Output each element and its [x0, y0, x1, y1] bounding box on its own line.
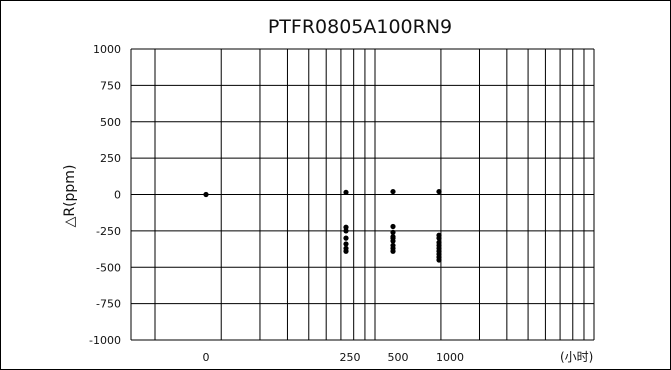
- y-tick-label: 0: [114, 189, 121, 202]
- x-tick-label: 0: [203, 351, 210, 364]
- grid-lines: [130, 48, 595, 341]
- y-tick-label: 500: [100, 116, 121, 129]
- data-point: [343, 228, 349, 234]
- x-axis-unit: (小时): [560, 350, 593, 364]
- chart-title: PTFR0805A100RN9: [268, 16, 452, 38]
- data-point: [436, 188, 442, 195]
- data-point: [343, 241, 349, 247]
- data-point: [343, 189, 349, 195]
- x-tick-labels: 0 250 500 1000: [203, 351, 465, 364]
- data-point: [390, 248, 396, 254]
- data-point: [390, 229, 396, 235]
- data-points: [203, 188, 442, 263]
- data-point: [436, 257, 442, 263]
- data-point: [203, 191, 209, 198]
- y-tick-labels: 1000 750 500 250 0 -250 -500 -750 -1000: [89, 43, 121, 347]
- y-tick-label: 750: [100, 79, 121, 92]
- data-point: [343, 235, 349, 241]
- data-point: [390, 223, 396, 230]
- y-tick-label: -500: [96, 261, 121, 274]
- data-point: [390, 188, 396, 195]
- y-tick-label: -1000: [89, 334, 121, 347]
- data-point: [390, 238, 396, 244]
- y-tick-label: -750: [96, 298, 121, 311]
- x-tick-label: 1000: [436, 351, 464, 364]
- y-axis-label: △R(ppm): [62, 165, 78, 228]
- data-point: [436, 235, 442, 241]
- x-tick-label: 250: [340, 351, 361, 364]
- y-tick-label: -250: [96, 225, 121, 238]
- y-tick-label: 250: [100, 152, 121, 165]
- data-point: [343, 248, 349, 254]
- x-tick-label: 500: [388, 351, 409, 364]
- y-tick-label: 1000: [93, 43, 121, 56]
- data-point: [343, 224, 349, 230]
